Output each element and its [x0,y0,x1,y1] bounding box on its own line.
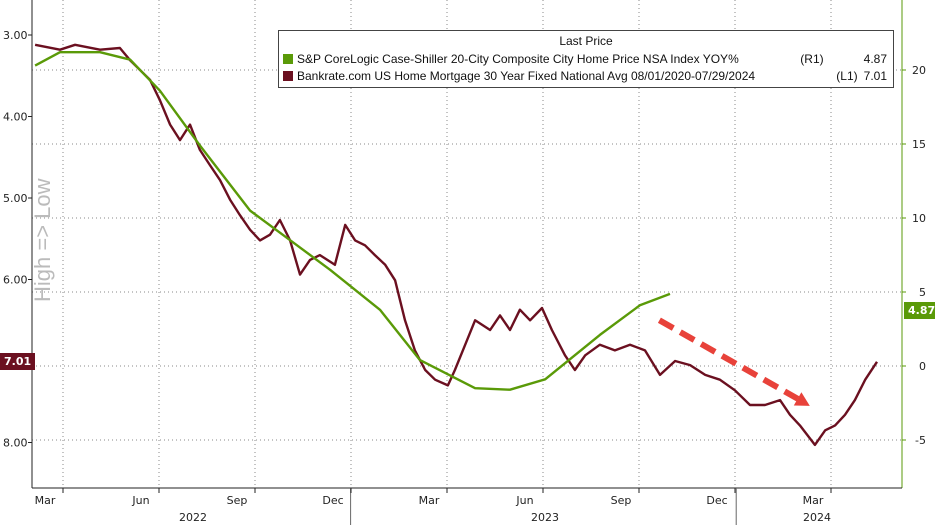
legend-last-value: 4.87 [863,51,887,66]
x-tick-label: Mar [35,494,56,507]
left-tick-label: 3.00 [3,29,28,42]
legend: Last Price S&P CoreLogic Case-Shiller 20… [278,30,894,88]
series-line-mortgage-rate [34,43,879,447]
legend-swatch [283,70,293,81]
year-label: 2023 [531,511,559,524]
series-lines [34,43,879,447]
x-tick-label: Jun [515,494,533,507]
right-tick-label: 0 [919,360,926,373]
x-tick-label: Mar [419,494,440,507]
left-tick-label: 8.00 [3,437,28,450]
right-last-value-badge: 4.87 [904,302,935,319]
legend-title: Last Price [559,34,613,48]
legend-label: Bankrate.com US Home Mortgage 30 Year Fi… [297,68,756,83]
tick-labels: 3.00 4.00 5.00 6.00 8.00 20 15 10 5 0 -5 Mar Jun Sep D… [3,29,926,524]
year-label: 2024 [803,511,831,524]
left-tick-label: 4.00 [3,111,28,124]
axes [28,0,906,525]
legend-entry-mortgage: Bankrate.com US Home Mortgage 30 Year Fi… [279,67,893,84]
x-tick-label: Sep [611,494,632,507]
x-tick-label: Mar [803,494,824,507]
arrow-shaft [657,317,800,402]
legend-axis: (R1) [800,51,824,66]
right-tick-label: 5 [919,286,926,299]
legend-last-value: 7.01 [863,68,887,83]
legend-axis: (L1) [836,68,858,83]
x-tick-label: Sep [227,494,248,507]
x-tick-label: Dec [322,494,343,507]
left-axis-label: High => Low [30,178,55,302]
year-label: 2022 [179,511,207,524]
right-tick-label: 15 [912,138,926,151]
left-last-value-badge: 7.01 [0,353,36,370]
left-tick-label: 6.00 [3,274,28,287]
right-tick-label: -5 [915,434,926,447]
right-tick-label: 10 [912,212,926,225]
arrow-head-icon [793,392,810,406]
gridlines [32,0,902,488]
legend-swatch [283,53,293,64]
annotation-arrow [657,317,810,406]
x-tick-label: Jun [131,494,149,507]
legend-label: S&P CoreLogic Case-Shiller 20-City Compo… [297,51,739,66]
left-tick-label: 5.00 [3,192,28,205]
legend-entry-home-price: S&P CoreLogic Case-Shiller 20-City Compo… [279,50,893,67]
right-tick-label: 20 [912,64,926,77]
series-line-home-price-yoy [34,51,671,391]
x-tick-label: Dec [706,494,727,507]
